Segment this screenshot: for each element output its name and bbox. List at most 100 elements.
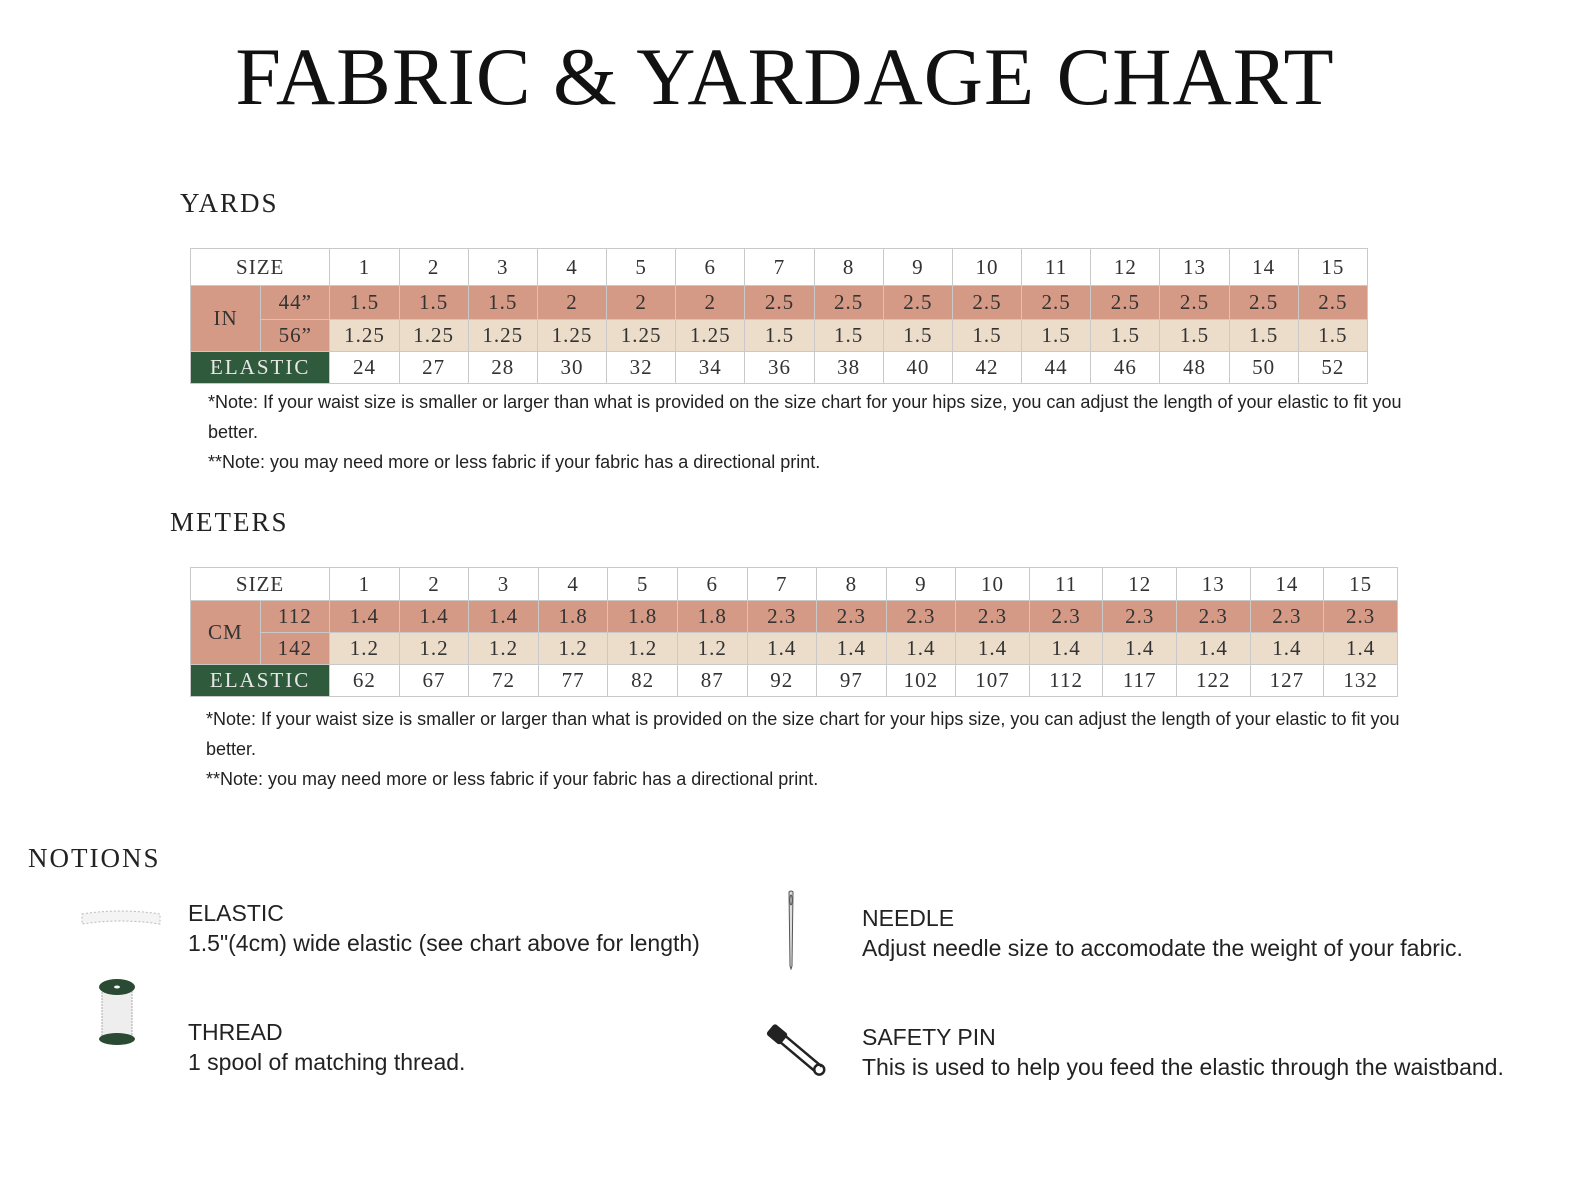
yards-row-row2: 56” 1.25 1.25 1.25 1.25 1.25 1.25 1.5 1.5 1.5 1.5 1…: [191, 319, 1369, 352]
notions-heading: NOTIONS: [28, 843, 161, 873]
size-column-header: 12: [1090, 248, 1161, 286]
table-cell: 48: [1159, 351, 1230, 384]
table-cell: 46: [1090, 351, 1161, 384]
table-cell: 87: [676, 664, 748, 697]
table-cell: 1.4: [398, 600, 470, 633]
table-cell: 1.8: [676, 600, 748, 633]
table-cell: 2.3: [1249, 600, 1325, 633]
table-cell: 1.5: [329, 285, 400, 320]
yards-row-row1: IN 44” 1.5 1.5 1.5 2 2 2 2.5 2.5 2.5 2.5 2.5 2.5 2.5 2.…: [189, 285, 1369, 352]
table-cell: 2.5: [1021, 285, 1092, 320]
table-cell: 102: [885, 664, 957, 697]
table-cell: 2: [536, 285, 608, 320]
table-cell: 36: [744, 351, 815, 384]
table-cell: 1.25: [606, 319, 677, 352]
size-column-header: 9: [885, 567, 957, 601]
table-cell: 32: [606, 351, 677, 384]
elastic-label: ELASTIC: [189, 664, 331, 697]
table-cell: 1.5: [951, 319, 1023, 352]
page-title: FABRIC & YARDAGE CHART: [235, 31, 1335, 122]
size-column-header: 15: [1297, 248, 1369, 286]
table-cell: 1.4: [746, 632, 818, 665]
table-cell: 2.3: [885, 600, 957, 633]
unit-label: CM: [190, 600, 261, 665]
size-column-header: 11: [1021, 248, 1092, 286]
notion-safety-pin: SAFETY PIN This is used to help you feed …: [862, 1022, 1504, 1082]
table-cell: 97: [816, 664, 887, 697]
unit-label: IN: [189, 285, 262, 352]
table-cell: 34: [675, 351, 746, 384]
table-cell: 40: [882, 351, 953, 384]
yards-row-sizes: SIZE 1 2 3 4 5 6 7 8 9 10 11 12 13 14 15: [189, 248, 1369, 286]
notion-name: THREAD: [188, 1019, 283, 1045]
yards-note-1: *Note: If your waist size is smaller or …: [208, 392, 1402, 442]
table-cell: 2: [675, 285, 746, 320]
table-cell: 1.8: [537, 600, 609, 633]
table-cell: 1.5: [467, 285, 538, 320]
size-column-header: 11: [1028, 567, 1104, 601]
table-cell: 1.25: [329, 319, 400, 352]
meters-row-row2: 142 1.2 1.2 1.2 1.2 1.2 1.2 1.4 1.4 1.4 1.4 1.4 1.4 1…: [191, 632, 1398, 665]
table-cell: 1.2: [468, 632, 539, 665]
notion-name: ELASTIC: [188, 900, 284, 926]
table-cell: 2: [606, 285, 677, 320]
table-cell: 127: [1249, 664, 1325, 697]
table-cell: 50: [1228, 351, 1299, 384]
notion-needle: NEEDLE Adjust needle size to accomodate t…: [862, 903, 1463, 963]
table-cell: 1.4: [329, 600, 400, 633]
table-cell: 1.2: [537, 632, 609, 665]
table-cell: 30: [536, 351, 608, 384]
table-cell: 1.5: [813, 319, 884, 352]
size-column-header: 4: [536, 248, 608, 286]
meters-row-row1: CM 112 1.4 1.4 1.4 1.8 1.8 1.8 2.3 2.3 2.3 2.3 2.3 2.…: [190, 600, 1398, 665]
size-column-header: 5: [607, 567, 678, 601]
table-cell: 1.25: [467, 319, 538, 352]
table-cell: 1.4: [955, 632, 1030, 665]
size-column-header: 7: [744, 248, 815, 286]
yards-table: SIZE 1 2 3 4 5 6 7 8 9 10 11 12 13 14 15 IN 44” 1.5 1.5 1.5 2…: [189, 248, 1369, 384]
table-cell: 117: [1102, 664, 1177, 697]
table-cell: 1.25: [536, 319, 608, 352]
size-column-header: 8: [816, 567, 887, 601]
table-cell: 1.2: [676, 632, 748, 665]
table-cell: 2.3: [1175, 600, 1251, 633]
table-cell: 2.3: [1323, 600, 1398, 633]
size-column-header: 3: [468, 567, 539, 601]
table-cell: 1.5: [1297, 319, 1369, 352]
size-column-header: 10: [951, 248, 1023, 286]
table-cell: 1.4: [816, 632, 887, 665]
table-cell: 1.4: [1249, 632, 1325, 665]
table-cell: 1.4: [1028, 632, 1104, 665]
table-cell: 1.4: [1175, 632, 1251, 665]
table-cell: 2.5: [1090, 285, 1161, 320]
notion-name: SAFETY PIN: [862, 1024, 996, 1050]
size-column-header: 6: [676, 567, 748, 601]
size-column-header: 10: [955, 567, 1030, 601]
size-column-header: 13: [1159, 248, 1230, 286]
table-cell: 2.3: [955, 600, 1030, 633]
table-cell: 1.5: [882, 319, 953, 352]
table-cell: 1.25: [675, 319, 746, 352]
table-cell: 24: [329, 351, 400, 384]
size-column-header: 8: [813, 248, 884, 286]
size-header: SIZE: [189, 248, 331, 286]
safety-pin-icon: [766, 1024, 826, 1076]
size-column-header: 2: [398, 248, 469, 286]
table-cell: 82: [607, 664, 678, 697]
table-cell: 1.2: [398, 632, 470, 665]
meters-row-elastic: ELASTIC 62 67 72 77 82 87 92 97 102 107 112 117 122 12…: [189, 664, 1398, 697]
table-cell: 1.2: [607, 632, 678, 665]
notion-elastic: ELASTIC 1.5"(4cm) wide elastic (see chart…: [188, 898, 700, 958]
table-cell: 2.5: [1228, 285, 1299, 320]
table-cell: 1.5: [1159, 319, 1230, 352]
size-column-header: 6: [675, 248, 746, 286]
size-column-header: 2: [398, 567, 470, 601]
notion-desc: Adjust needle size to accomodate the wei…: [862, 935, 1463, 961]
table-cell: 1.8: [607, 600, 678, 633]
table-cell: 77: [537, 664, 609, 697]
table-cell: 62: [329, 664, 400, 697]
table-cell: 42: [951, 351, 1023, 384]
table-cell: 1.25: [398, 319, 469, 352]
meters-note-2: **Note: you may need more or less fabric…: [206, 769, 819, 789]
size-column-header: 14: [1249, 567, 1325, 601]
